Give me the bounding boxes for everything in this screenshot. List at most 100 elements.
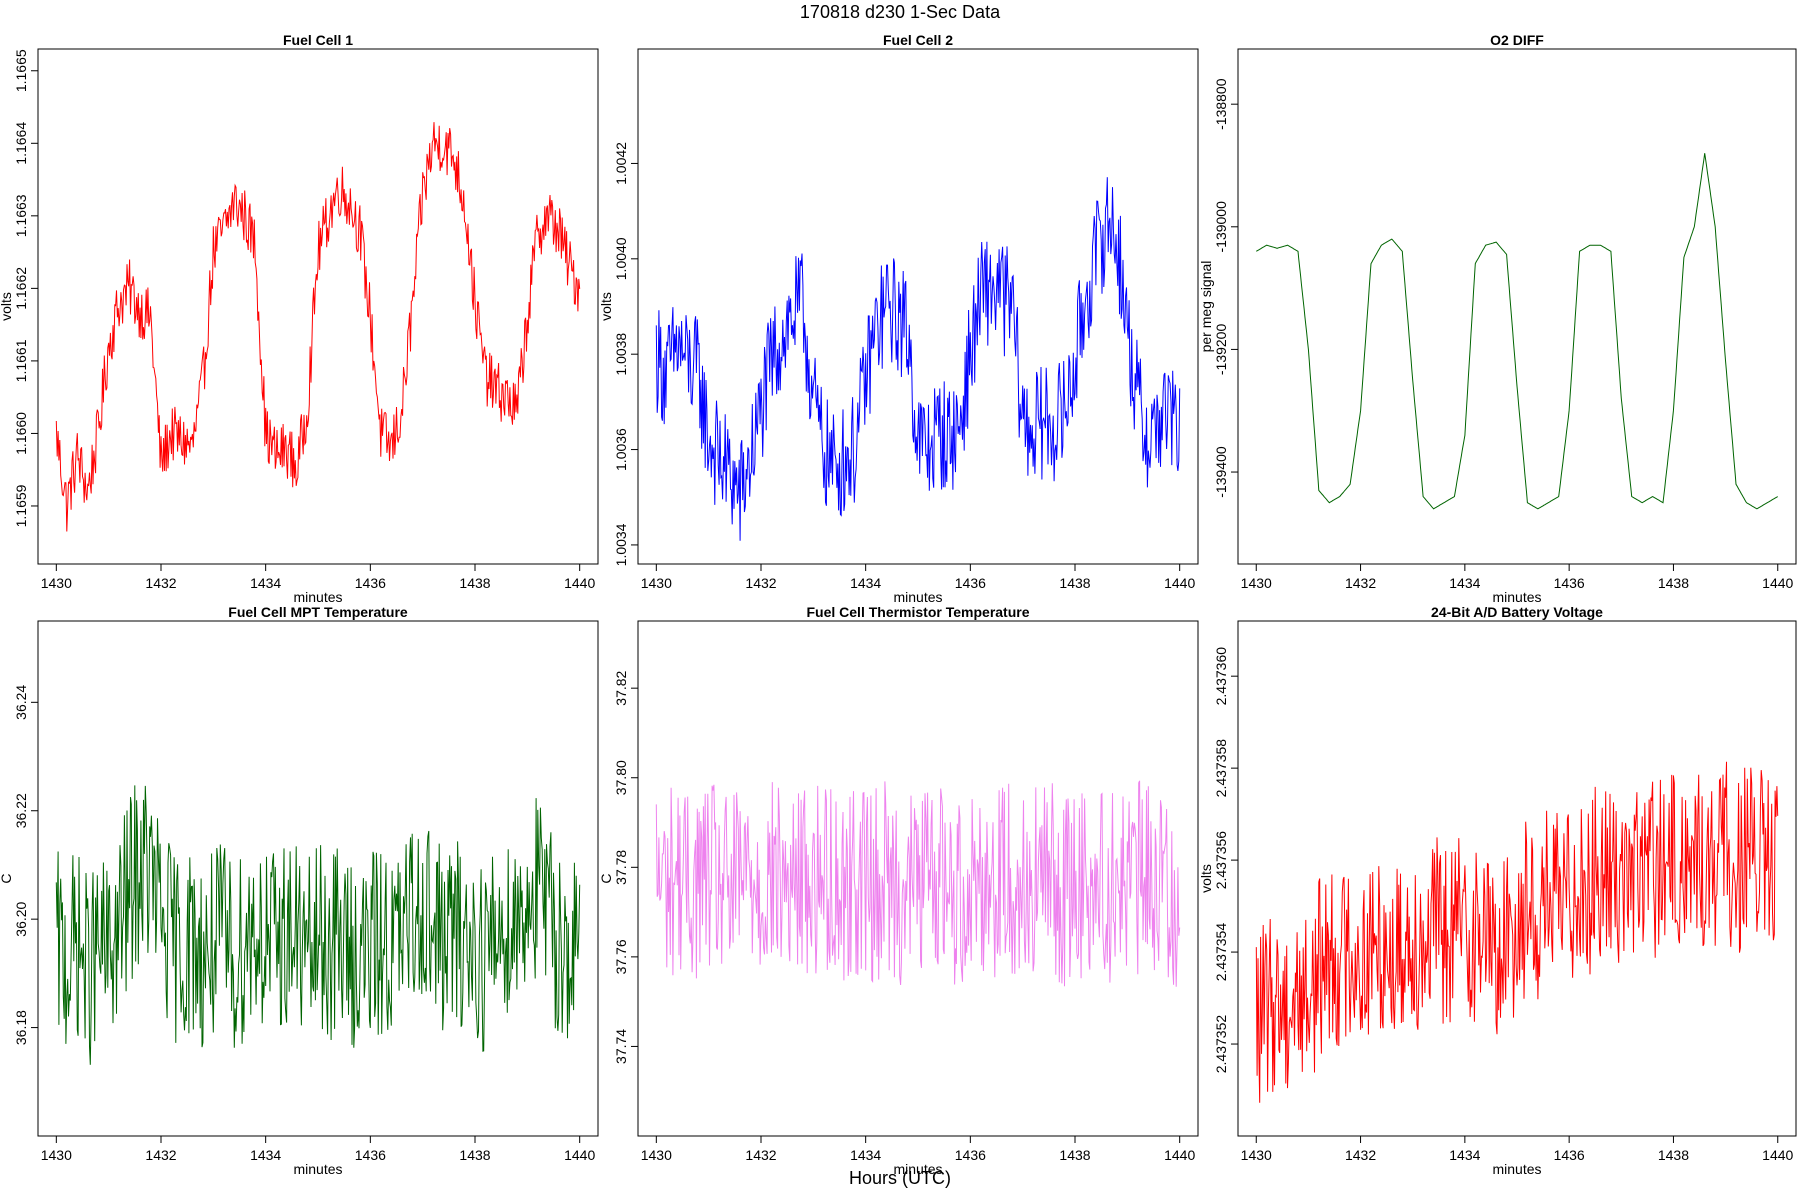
chart-panel-3: O2 DIFF 1430 1432 1434 1436 1438 1440 minutes -1… bbox=[1198, 32, 1797, 605]
x-tick-label: 1432 bbox=[1345, 575, 1376, 591]
x-tick-label: 1436 bbox=[355, 1147, 386, 1163]
x-tick-label: 1440 bbox=[1164, 575, 1195, 591]
x-tick-label: 1434 bbox=[850, 575, 881, 591]
y-tick-label: 1.1664 bbox=[13, 122, 29, 165]
y-tick-label: 37.76 bbox=[613, 939, 629, 974]
figure-title: 170818 d230 1-Sec Data bbox=[799, 2, 1001, 22]
x-tick-label: 1440 bbox=[1762, 1147, 1793, 1163]
panel-title: 24-Bit A/D Battery Voltage bbox=[1431, 604, 1603, 620]
series-line bbox=[655, 177, 1181, 541]
plot-frame bbox=[1237, 620, 1797, 1137]
x-tick-label: 1436 bbox=[355, 575, 386, 591]
x-tick-label: 1430 bbox=[1241, 575, 1272, 591]
chart-panel-1: Fuel Cell 1 1430 1432 1434 1436 1438 1440 minut… bbox=[0, 32, 599, 605]
x-tick-label: 1430 bbox=[41, 1147, 72, 1163]
x-tick-label: 1434 bbox=[1449, 575, 1480, 591]
y-axis-label: volts bbox=[1198, 864, 1214, 893]
x-tick-label: 1436 bbox=[1554, 575, 1585, 591]
x-tick-label: 1432 bbox=[145, 575, 176, 591]
x-tick-label: 1432 bbox=[145, 1147, 176, 1163]
series-line bbox=[1256, 153, 1778, 510]
plot-frame bbox=[637, 620, 1199, 1137]
y-tick-label: 1.1659 bbox=[13, 484, 29, 527]
x-axis-label: minutes bbox=[293, 589, 342, 605]
y-tick-label: 1.1661 bbox=[13, 339, 29, 382]
y-tick-label: 2.437352 bbox=[1213, 1015, 1229, 1074]
y-tick-label: 1.1663 bbox=[13, 194, 29, 237]
x-tick-label: 1430 bbox=[641, 575, 672, 591]
x-tick-label: 1438 bbox=[459, 575, 490, 591]
x-tick-label: 1434 bbox=[250, 575, 281, 591]
y-axis-label: per meg signal bbox=[1198, 261, 1214, 353]
x-tick-label: 1440 bbox=[1762, 575, 1793, 591]
y-tick-label: 1.0036 bbox=[613, 428, 629, 471]
series-line bbox=[55, 785, 581, 1065]
y-tick-label: -138800 bbox=[1213, 78, 1229, 130]
chart-panel-5: Fuel Cell Thermistor Temperature 1430 1432… bbox=[598, 604, 1199, 1177]
y-tick-label: 36.24 bbox=[13, 685, 29, 720]
x-axis-label: minutes bbox=[1492, 1161, 1541, 1177]
x-tick-label: 1430 bbox=[1241, 1147, 1272, 1163]
x-tick-label: 1432 bbox=[745, 1147, 776, 1163]
x-tick-label: 1438 bbox=[1059, 575, 1090, 591]
y-tick-label: 2.437354 bbox=[1213, 923, 1229, 982]
y-tick-label: 37.78 bbox=[613, 850, 629, 885]
panel-title: Fuel Cell MPT Temperature bbox=[228, 604, 408, 620]
y-axis-label: C bbox=[0, 873, 14, 883]
y-axis-label: C bbox=[598, 873, 614, 883]
y-tick-label: 37.80 bbox=[613, 760, 629, 795]
y-axis-label: volts bbox=[0, 292, 14, 321]
x-tick-label: 1438 bbox=[1658, 575, 1689, 591]
x-tick-label: 1438 bbox=[1658, 1147, 1689, 1163]
y-tick-label: 37.74 bbox=[613, 1029, 629, 1064]
y-tick-label: 1.0040 bbox=[613, 237, 629, 280]
x-tick-label: 1436 bbox=[955, 575, 986, 591]
chart-panel-6: 24-Bit A/D Battery Voltage 1430 1432 1434 14… bbox=[1198, 604, 1797, 1177]
chart-panel-2: Fuel Cell 2 1430 1432 1434 1436 1438 1440 minut… bbox=[598, 32, 1199, 605]
panel-title: Fuel Cell 1 bbox=[283, 32, 353, 48]
y-tick-label: 2.437360 bbox=[1213, 647, 1229, 706]
series-line bbox=[1255, 761, 1779, 1103]
y-tick-label: 1.1665 bbox=[13, 49, 29, 92]
plot-frame bbox=[37, 620, 599, 1137]
chart-panel-4: Fuel Cell MPT Temperature 1430 1432 1434 143… bbox=[0, 604, 599, 1177]
y-tick-label: -139400 bbox=[1213, 446, 1229, 498]
x-axis-label: minutes bbox=[893, 589, 942, 605]
x-tick-label: 1430 bbox=[641, 1147, 672, 1163]
y-tick-label: -139000 bbox=[1213, 201, 1229, 253]
series-line bbox=[55, 122, 581, 532]
x-axis-label: minutes bbox=[1492, 589, 1541, 605]
x-tick-label: 1438 bbox=[459, 1147, 490, 1163]
x-tick-label: 1436 bbox=[1554, 1147, 1585, 1163]
y-tick-label: -139200 bbox=[1213, 324, 1229, 376]
x-axis-label: minutes bbox=[293, 1161, 342, 1177]
x-tick-label: 1440 bbox=[564, 1147, 595, 1163]
plot-frame bbox=[1237, 48, 1797, 565]
y-tick-label: 1.0038 bbox=[613, 333, 629, 376]
x-tick-label: 1438 bbox=[1059, 1147, 1090, 1163]
y-tick-label: 36.20 bbox=[13, 901, 29, 936]
plot-frame bbox=[37, 48, 599, 565]
y-axis-label: volts bbox=[598, 292, 614, 321]
y-tick-label: 1.1660 bbox=[13, 412, 29, 455]
x-tick-label: 1434 bbox=[850, 1147, 881, 1163]
x-tick-label: 1434 bbox=[250, 1147, 281, 1163]
x-tick-label: 1436 bbox=[955, 1147, 986, 1163]
figure-footer-label: Hours (UTC) bbox=[849, 1168, 951, 1188]
y-tick-label: 36.22 bbox=[13, 793, 29, 828]
x-tick-label: 1440 bbox=[1164, 1147, 1195, 1163]
x-tick-label: 1440 bbox=[564, 575, 595, 591]
x-tick-label: 1432 bbox=[745, 575, 776, 591]
y-tick-label: 36.18 bbox=[13, 1010, 29, 1045]
panel-title: Fuel Cell Thermistor Temperature bbox=[806, 604, 1029, 620]
y-tick-label: 37.82 bbox=[613, 670, 629, 705]
y-tick-label: 1.0034 bbox=[613, 523, 629, 566]
x-tick-label: 1430 bbox=[41, 575, 72, 591]
y-tick-label: 2.437356 bbox=[1213, 831, 1229, 890]
series-line bbox=[655, 780, 1181, 987]
panel-title: Fuel Cell 2 bbox=[883, 32, 953, 48]
x-tick-label: 1432 bbox=[1345, 1147, 1376, 1163]
y-tick-label: 1.0042 bbox=[613, 142, 629, 185]
x-tick-label: 1434 bbox=[1449, 1147, 1480, 1163]
